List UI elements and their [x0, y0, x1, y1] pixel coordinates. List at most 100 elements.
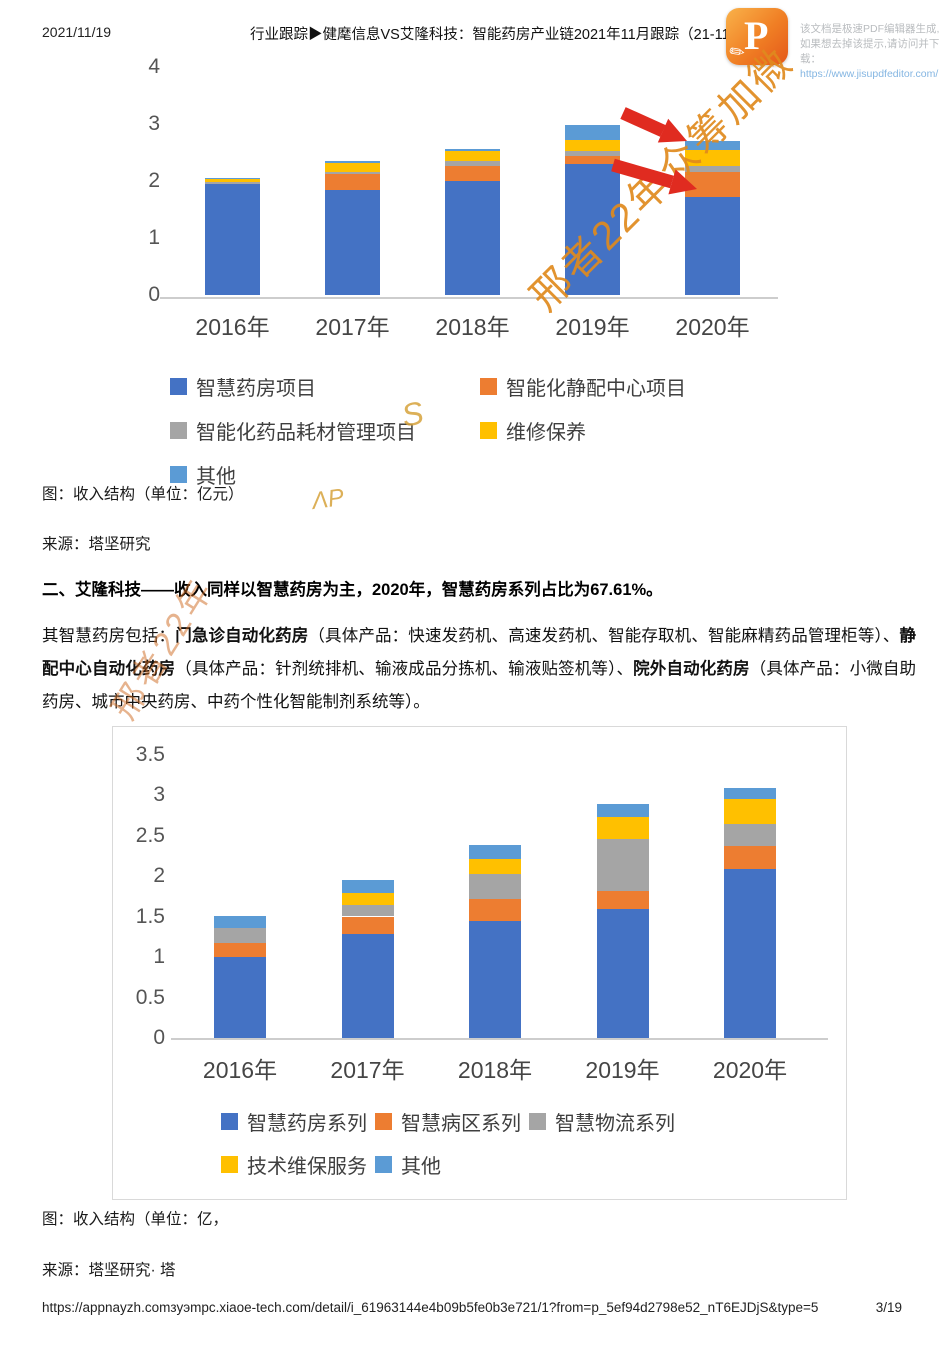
bar-segment	[325, 171, 380, 174]
x-tick-label: 2016年	[195, 314, 270, 340]
bar-segment	[205, 182, 260, 184]
legend-item: 智能化静配中心项目	[480, 372, 686, 401]
source-caption-2: 来源：塔坚研究· 塔	[42, 1262, 176, 1279]
y-tick-label: 3	[148, 112, 160, 135]
bar-segment	[325, 189, 380, 295]
bar-segment	[341, 934, 394, 1038]
y-tick-label: 0.5	[135, 985, 165, 1009]
bar-segment	[565, 139, 620, 152]
x-tick-label: 2018年	[457, 1057, 533, 1083]
revenue-chart-jianhui: 0 1 2 3 4 2016年 2017年 2018年 2019年 2020年	[130, 55, 800, 358]
pdf-promo-link[interactable]: https://www.jisupdfeditor.com/	[800, 68, 939, 80]
bar-segment	[685, 166, 740, 172]
x-tick-label: 2017年	[315, 314, 390, 340]
bar-segment	[205, 178, 260, 183]
bar-segment	[685, 171, 740, 197]
bar-segment	[565, 124, 620, 140]
legend-swatch	[480, 378, 497, 395]
bar-segment	[724, 846, 776, 869]
bar-segment	[565, 156, 620, 164]
legend-label: 智慧物流系列	[555, 1113, 675, 1135]
bar-segment	[341, 880, 394, 893]
y-tick-label: 2	[148, 169, 160, 192]
legend-label: 其他	[401, 1156, 441, 1178]
y-tick-label: 4	[148, 55, 160, 78]
bar-segment	[469, 858, 521, 875]
bar-segment	[469, 874, 521, 900]
bar-segment	[325, 162, 380, 172]
y-tick-label: 2	[153, 864, 165, 887]
figure-caption-1: 图：收入结构（单位：亿元）	[42, 486, 244, 503]
bar-segment	[685, 150, 740, 167]
legend-swatch	[221, 1113, 238, 1130]
legend-label: 维修保养	[506, 422, 586, 444]
x-axis-line	[171, 1038, 828, 1040]
bar-segment	[214, 943, 266, 957]
y-tick-label: 1	[153, 945, 165, 968]
bar-segment	[685, 196, 740, 295]
chart2-legend: 智慧药房系列 智慧病区系列 智慧物流系列 技术维保服务 其他	[221, 1107, 683, 1193]
legend-item: 智能化药品耗材管理项目	[170, 416, 480, 445]
legend-item: 智慧病区系列	[375, 1107, 521, 1136]
y-tick-label: 0	[153, 1026, 165, 1049]
bar-segment	[205, 177, 260, 180]
legend-label: 其他	[196, 466, 236, 488]
legend-swatch	[375, 1156, 392, 1173]
bar-segment	[565, 151, 620, 157]
legend-item: 技术维保服务	[221, 1150, 367, 1179]
x-tick-label: 2017年	[330, 1057, 405, 1083]
bar-segment	[724, 799, 776, 825]
bar-segment	[445, 150, 500, 162]
x-tick-label: 2020年	[712, 1057, 788, 1083]
figure-caption-2: 图：收入结构（单位：亿，	[42, 1211, 229, 1228]
legend-item: 智慧药房系列	[221, 1107, 367, 1136]
bar-segment	[445, 181, 500, 295]
pdf-logo-letter: P	[744, 13, 769, 58]
bar-segment	[596, 838, 649, 892]
legend-swatch	[221, 1156, 238, 1173]
page-number: 3/19	[875, 1300, 902, 1315]
bar-segment	[596, 803, 649, 817]
bar-segment	[214, 915, 266, 928]
bar-segment	[469, 921, 521, 1038]
y-tick-label: 2.5	[135, 823, 165, 847]
footer-url: https://appnayzh.comзyэmpc.xiaoe-tech.co…	[42, 1300, 819, 1315]
pdf-promo-line1: 该文档是极速PDF编辑器生成,	[800, 23, 940, 35]
y-tick-label: 1	[148, 226, 160, 249]
section-heading: 二、艾隆科技——收入同样以智慧药房为主，2020年，智慧药房系列占比为67.61…	[42, 581, 663, 599]
body-paragraph: 其智慧药房包括：门急诊自动化药房（具体产品：快速发药机、高速发药机、智能存取机、…	[42, 627, 917, 711]
bar-segment	[469, 845, 521, 859]
pdf-editor-logo[interactable]: P ✎	[725, 8, 788, 65]
bar-segment	[341, 916, 394, 935]
legend-label: 智慧病区系列	[401, 1113, 521, 1135]
legend-label: 智能化静配中心项目	[506, 378, 686, 400]
legend-item: 智慧物流系列	[529, 1107, 675, 1136]
legend-swatch	[170, 466, 187, 483]
bar-segment	[685, 141, 740, 151]
bar-segment	[445, 161, 500, 166]
bar-segment	[724, 824, 776, 847]
bar-segment	[596, 816, 649, 839]
legend-item: 其他	[375, 1150, 441, 1179]
bar-segment	[596, 891, 649, 910]
bar-segment	[325, 173, 380, 190]
bar-segment	[205, 183, 260, 295]
x-tick-label: 2019年	[585, 1057, 660, 1083]
legend-swatch	[170, 378, 187, 395]
legend-item: 维修保养	[480, 416, 586, 445]
legend-label: 技术维保服务	[247, 1156, 367, 1178]
bar-segment	[214, 927, 266, 944]
x-tick-label: 2018年	[435, 314, 510, 340]
bar-segment	[596, 909, 649, 1038]
legend-swatch	[480, 422, 497, 439]
revenue-chart-ailong: 智慧药房系列 智慧病区系列 智慧物流系列 技术维保服务 其他	[112, 726, 847, 1200]
header-date: 2021/11/19	[42, 24, 112, 40]
x-tick-label: 2019年	[555, 314, 630, 340]
bar-segment	[565, 163, 620, 295]
y-tick-label: 3.5	[135, 742, 165, 766]
legend-item: 智慧药房项目	[170, 372, 480, 401]
legend-item: 其他	[170, 460, 480, 489]
pdf-promo-line2: 如果想去掉该提示,请访问并下载：	[800, 38, 940, 65]
bar-segment	[214, 957, 266, 1038]
